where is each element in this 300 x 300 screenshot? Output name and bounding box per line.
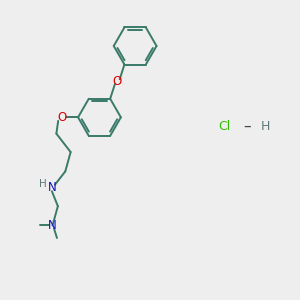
Text: O: O <box>113 75 122 88</box>
Text: H: H <box>39 179 47 189</box>
Text: H: H <box>261 120 271 133</box>
Text: –: – <box>243 119 250 134</box>
Text: Cl: Cl <box>218 120 230 133</box>
Text: N: N <box>48 219 57 232</box>
Text: O: O <box>57 111 66 124</box>
Text: N: N <box>47 181 56 194</box>
